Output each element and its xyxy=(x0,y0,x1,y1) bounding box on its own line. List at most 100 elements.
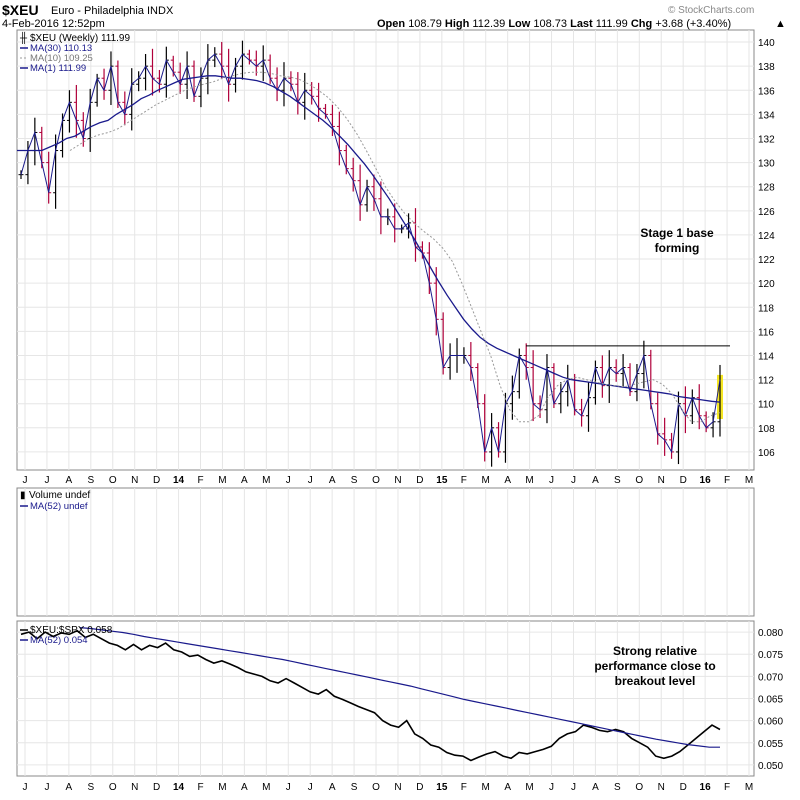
x-tick-label: D xyxy=(680,782,687,793)
y-tick-label: 112 xyxy=(758,376,774,387)
x-tick-label: D xyxy=(153,782,160,793)
x-tick-label: A xyxy=(66,782,73,793)
x-tick-label: 14 xyxy=(173,782,185,793)
legend-price-icon: ╫ xyxy=(19,31,28,45)
x-tick-label: J xyxy=(571,475,576,486)
y-tick-label: 114 xyxy=(758,351,774,362)
header-chg-arrow: ▲ xyxy=(775,18,786,30)
x-tick-label: 15 xyxy=(436,782,448,793)
y-tick-label: 0.070 xyxy=(758,672,783,683)
x-tick-label: M xyxy=(482,782,490,793)
annotation-ratio-line3: breakout level xyxy=(615,674,696,688)
annotation-stage1-line1: Stage 1 base xyxy=(640,226,714,240)
x-tick-label: O xyxy=(109,782,117,793)
x-tick-label: J xyxy=(44,475,49,486)
y-tick-label: 134 xyxy=(758,110,775,121)
x-tick-label: 16 xyxy=(700,782,712,793)
legend-ratio-ma: MA(52) 0.054 xyxy=(30,635,88,646)
x-tick-label: F xyxy=(724,782,730,793)
x-tick-label: D xyxy=(680,475,687,486)
volume-panel xyxy=(16,487,755,617)
x-tick-label: J xyxy=(286,782,291,793)
x-tick-label: 16 xyxy=(700,475,712,486)
volume-legend: ▮ Volume undef MA(52) undef xyxy=(20,490,90,512)
x-tick-label: A xyxy=(592,782,599,793)
header-datetime: 4-Feb-2016 12:52pm xyxy=(2,18,105,30)
annotation-ratio-line2: performance close to xyxy=(594,659,715,673)
x-tick-label: M xyxy=(525,782,533,793)
x-tick-label: O xyxy=(635,475,643,486)
y-tick-label: 0.080 xyxy=(758,628,783,639)
x-tick-label: A xyxy=(241,475,248,486)
x-tick-label: O xyxy=(109,475,117,486)
x-tick-label: 14 xyxy=(173,475,185,486)
x-tick-label: O xyxy=(635,782,643,793)
x-tick-label: A xyxy=(329,782,336,793)
x-tick-label: J xyxy=(23,782,28,793)
legend-ma1: MA(1) 111.99 xyxy=(30,63,86,74)
y-tick-label: 132 xyxy=(758,134,775,145)
x-tick-label: N xyxy=(658,475,665,486)
x-tick-label: A xyxy=(66,475,73,486)
x-tick-label: J xyxy=(571,782,576,793)
x-tick-label: F xyxy=(197,475,203,486)
y-tick-label: 0.065 xyxy=(758,695,783,706)
y-tick-label: 126 xyxy=(758,207,775,218)
y-tick-label: 140 xyxy=(758,38,775,49)
x-tick-label: A xyxy=(504,475,511,486)
y-tick-label: 138 xyxy=(758,62,775,73)
legend-volume-icon: ▮ xyxy=(20,490,26,501)
x-tick-label: S xyxy=(87,782,94,793)
x-tick-label: F xyxy=(724,475,730,486)
header-stats: Open 108.79 High 112.39 Low 108.73 Last … xyxy=(377,18,731,30)
y-tick-label: 0.075 xyxy=(758,650,783,661)
x-tick-label: S xyxy=(351,475,358,486)
x-tick-label: M xyxy=(218,782,226,793)
y-tick-label: 106 xyxy=(758,448,775,459)
x-tick-label: S xyxy=(614,475,621,486)
header-symbol: $XEU xyxy=(2,2,39,18)
legend-volume: Volume undef xyxy=(29,490,90,501)
legend-ma30: MA(30) 110.13 xyxy=(30,43,92,54)
annotation-stage1-line2: forming xyxy=(655,241,700,255)
ratio-line xyxy=(20,629,721,762)
ma1-line xyxy=(20,53,721,454)
y-tick-label: 128 xyxy=(758,183,775,194)
header-name: Euro - Philadelphia INDX xyxy=(51,5,174,17)
legend-ratio: $XEU:$SPX 0.058 xyxy=(30,625,113,636)
x-tick-label: N xyxy=(394,475,401,486)
price-panel xyxy=(16,29,755,471)
x-tick-label: N xyxy=(131,782,138,793)
y-tick-label: 118 xyxy=(758,303,774,314)
x-tick-label: M xyxy=(745,782,753,793)
x-tick-label: 15 xyxy=(436,475,448,486)
x-tick-label: N xyxy=(131,475,138,486)
x-tick-label: O xyxy=(372,475,380,486)
x-tick-label: J xyxy=(549,475,554,486)
x-tick-label: J xyxy=(308,782,313,793)
x-tick-label: D xyxy=(153,475,160,486)
ratio-legend: $XEU:$SPX 0.058 MA(52) 0.054 xyxy=(20,625,113,646)
x-tick-label: A xyxy=(329,475,336,486)
x-tick-label: O xyxy=(372,782,380,793)
x-tick-label: M xyxy=(262,475,270,486)
x-tick-label: A xyxy=(504,782,511,793)
x-tick-label: M xyxy=(745,475,753,486)
x-tick-label: F xyxy=(197,782,203,793)
x-tick-label: A xyxy=(592,475,599,486)
y-tick-label: 124 xyxy=(758,231,775,242)
x-tick-label: M xyxy=(525,475,533,486)
legend-ma10: MA(10) 109.25 xyxy=(30,53,93,64)
legend-price: $XEU (Weekly) 111.99 xyxy=(30,33,130,44)
x-tick-label: A xyxy=(241,782,248,793)
annotation-ratio-line1: Strong relative xyxy=(613,644,697,658)
y-tick-label: 116 xyxy=(758,327,774,338)
x-tick-label: F xyxy=(461,475,467,486)
watermark: © StockCharts.com xyxy=(668,5,754,16)
x-tick-label: S xyxy=(351,782,358,793)
x-tick-label: J xyxy=(308,475,313,486)
y-tick-label: 122 xyxy=(758,255,775,266)
y-tick-label: 130 xyxy=(758,159,775,170)
y-tick-label: 120 xyxy=(758,279,775,290)
